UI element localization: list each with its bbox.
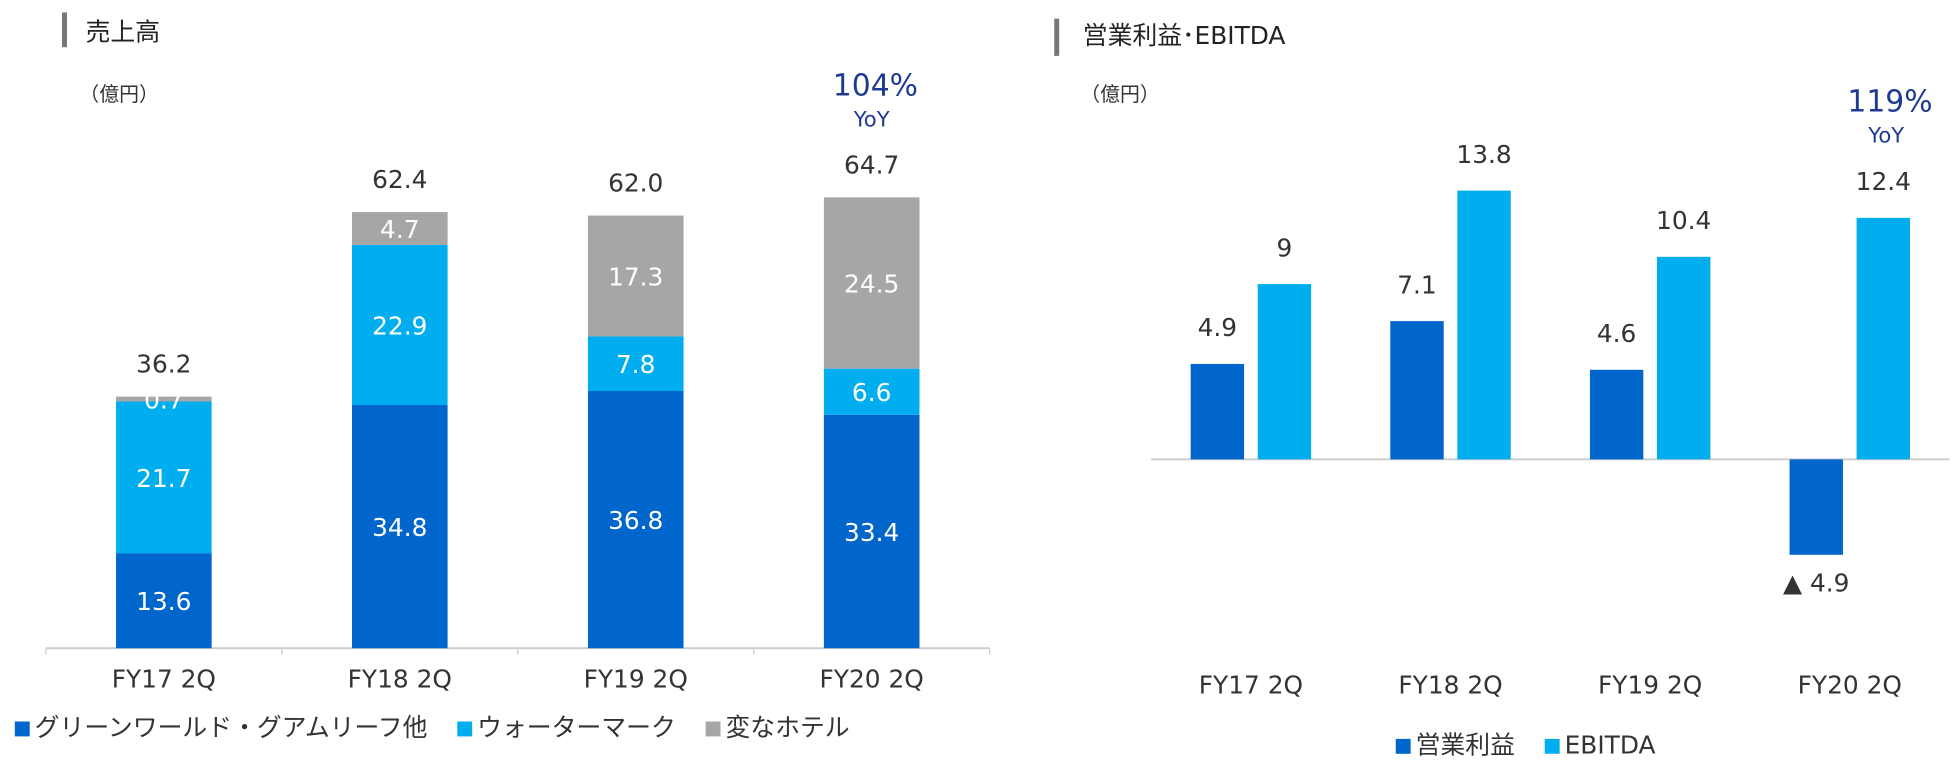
bar [1589, 369, 1644, 460]
bar [1856, 217, 1911, 460]
legend-swatch [457, 721, 473, 737]
value-label: 17.3 [608, 263, 663, 292]
value-label: 13.8 [1456, 140, 1511, 169]
value-label: 0.7 [144, 386, 183, 415]
legend-label: 営業利益 [1416, 730, 1515, 759]
value-label: ▲ 4.9 [1783, 569, 1849, 598]
bar [1190, 363, 1245, 460]
x-tick-label: FY20 2Q [1798, 671, 1902, 700]
legend-swatch [14, 721, 30, 737]
chart-title: 売上高 [86, 18, 160, 47]
value-label: 7.1 [1397, 270, 1437, 299]
x-tick-label: FY17 2Q [112, 665, 216, 694]
bar-segment [823, 414, 920, 649]
x-tick-label: FY20 2Q [820, 665, 924, 694]
title-marker [62, 12, 67, 48]
bar [1457, 190, 1511, 460]
annotation: 119% [1847, 85, 1932, 120]
bar-segment [823, 368, 920, 415]
legend-label: EBITDA [1565, 730, 1656, 759]
value-label: 33.4 [844, 518, 899, 547]
legend-label: グリーンワールド・グアムリーフ他 [35, 713, 428, 742]
legend-label: ウォーターマーク [477, 713, 676, 742]
bar [1390, 321, 1444, 460]
x-tick-label: FY17 2Q [1199, 671, 1303, 700]
bar [1789, 459, 1843, 555]
bar [1257, 284, 1312, 460]
bar [1656, 256, 1711, 460]
bar-segment [587, 336, 684, 392]
value-label: 10.4 [1656, 206, 1711, 235]
value-label: 4.6 [1597, 319, 1637, 348]
title-marker [1054, 18, 1060, 56]
bar-segment [587, 391, 684, 649]
bar-segment [116, 396, 212, 402]
value-label: 9 [1277, 233, 1293, 262]
total-label: 36.2 [136, 350, 191, 379]
value-label: 13.6 [136, 587, 191, 616]
value-label: 6.6 [852, 378, 892, 407]
x-tick-label: FY18 2Q [1398, 671, 1502, 700]
value-label: 12.4 [1856, 167, 1911, 196]
value-label: 4.9 [1198, 313, 1238, 342]
chart-title: 営業利益･EBITDA [1083, 21, 1286, 50]
total-label: 62.4 [372, 165, 427, 194]
bar-segment [351, 404, 448, 649]
x-tick-label: FY19 2Q [1598, 671, 1702, 700]
value-label: 24.5 [844, 270, 899, 299]
unit-label: （億円） [79, 83, 158, 106]
x-tick-label: FY19 2Q [584, 665, 688, 694]
legend-label: 変なホテル [725, 713, 849, 742]
value-label: 22.9 [372, 311, 427, 340]
value-label: 21.7 [136, 464, 191, 493]
legend-swatch [1544, 738, 1560, 754]
value-label: 7.8 [616, 350, 656, 379]
value-label: 4.7 [380, 215, 420, 244]
x-tick-label: FY18 2Q [348, 665, 452, 694]
bar-segment [116, 553, 212, 649]
total-label: 62.0 [608, 169, 663, 198]
value-label: 36.8 [608, 506, 663, 535]
legend-swatch [705, 721, 721, 737]
bar-segment [351, 212, 448, 245]
annotation: 104% [833, 68, 918, 103]
bar-segment [351, 244, 448, 405]
total-label: 64.7 [844, 150, 899, 179]
bar-segment [116, 401, 212, 554]
bar-segment [823, 197, 920, 369]
annotation-sub: YoY [1867, 123, 1904, 148]
bar-segment [587, 215, 684, 337]
legend-swatch [1395, 738, 1411, 754]
annotation-sub: YoY [853, 106, 890, 131]
unit-label: （億円） [1080, 83, 1159, 106]
value-label: 34.8 [372, 513, 427, 542]
